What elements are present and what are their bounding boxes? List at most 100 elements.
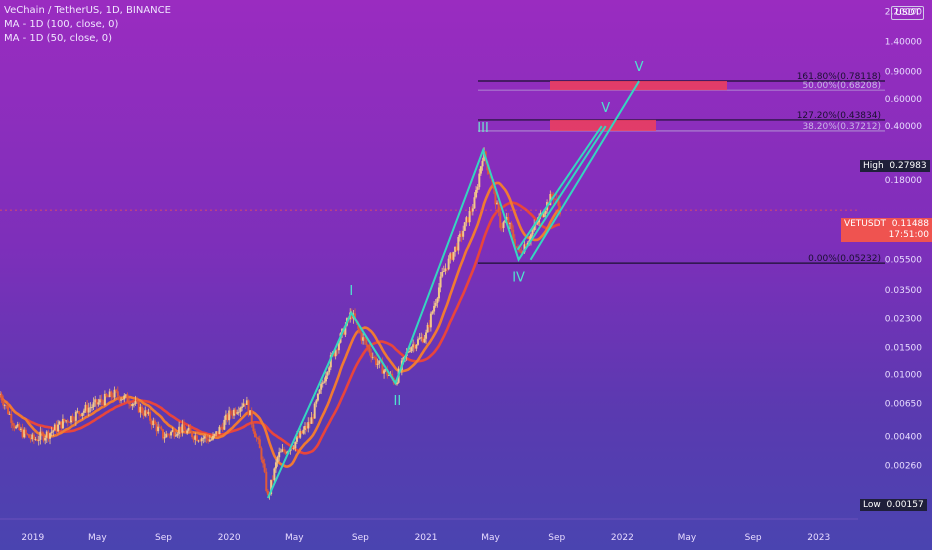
candle-body xyxy=(283,449,286,452)
candle-body xyxy=(473,197,476,209)
candle-body xyxy=(126,394,129,403)
candle-body xyxy=(147,411,150,414)
candle-body xyxy=(368,347,371,353)
x-tick-label: 2021 xyxy=(415,533,438,543)
candle-body xyxy=(124,394,127,396)
y-tick-label: 0.40000 xyxy=(885,122,922,132)
candle-body xyxy=(274,462,277,469)
ma50-line xyxy=(0,181,561,468)
candle-body xyxy=(150,420,153,426)
fib-levels: 161.80%(0.78118)50.00%(0.68208) 127.20%(0… xyxy=(0,72,885,264)
candle-body xyxy=(171,430,174,432)
candle-body xyxy=(103,393,106,405)
candle-body xyxy=(16,424,19,427)
candle-body xyxy=(365,340,368,345)
candle-body xyxy=(366,344,369,348)
candle-body xyxy=(73,420,76,422)
x-tick-label: Sep xyxy=(548,533,565,543)
candle-body xyxy=(168,434,171,436)
candle-body xyxy=(107,396,110,398)
candle-body xyxy=(292,448,295,449)
candle-body xyxy=(496,202,499,205)
x-tick-label: May xyxy=(481,533,500,543)
candle-body xyxy=(105,393,108,397)
candle-body xyxy=(174,435,177,437)
candle-body xyxy=(19,428,22,431)
candle-body xyxy=(61,418,64,429)
candle-body xyxy=(387,375,390,376)
wave-channel-line xyxy=(529,80,640,261)
candle-body xyxy=(15,426,18,429)
candle-body xyxy=(226,414,229,421)
candle-body xyxy=(94,399,97,403)
candle-body xyxy=(513,238,516,247)
fib-label: 38.20%(0.37212) xyxy=(802,122,881,132)
candle-body xyxy=(510,223,513,230)
candle-body xyxy=(262,459,265,464)
candle-body xyxy=(50,431,53,434)
chart-legend: VeChain / TetherUS, 1D, BINANCE MA - 1D … xyxy=(4,4,171,46)
candle-body xyxy=(426,324,429,333)
candle-body xyxy=(360,332,363,341)
candle-body xyxy=(210,439,213,441)
candle-body xyxy=(481,160,484,167)
candle-body xyxy=(258,439,261,449)
candle-body xyxy=(542,214,545,218)
candle-body xyxy=(412,344,415,348)
candle-body xyxy=(212,435,215,440)
candle-body xyxy=(63,418,66,422)
candle-body xyxy=(247,400,250,416)
candle-body xyxy=(52,430,55,432)
candle-body xyxy=(26,433,29,435)
candle-body xyxy=(518,248,521,252)
candle-body xyxy=(200,438,203,442)
candle-body xyxy=(208,439,211,442)
candle-body xyxy=(131,404,134,407)
candle-body xyxy=(523,244,526,253)
candle-body xyxy=(410,347,413,352)
candle-body xyxy=(358,328,361,333)
candle-body xyxy=(170,431,173,436)
candle-body xyxy=(324,375,327,382)
candle-body xyxy=(304,426,307,430)
candle-body xyxy=(244,403,247,405)
candle-body xyxy=(500,227,503,229)
candle-body xyxy=(234,409,237,414)
currency-badge[interactable]: USDT xyxy=(891,6,924,20)
candle-body xyxy=(465,217,468,223)
candle-body xyxy=(260,448,263,460)
candle-body xyxy=(271,479,274,481)
candle-body xyxy=(499,212,502,228)
candle-body xyxy=(181,424,184,433)
candle-body xyxy=(81,412,84,417)
candle-body xyxy=(123,395,126,400)
candle-body xyxy=(155,424,158,432)
candle-body xyxy=(297,436,300,438)
candle-body xyxy=(468,210,471,223)
candle-body xyxy=(421,337,424,343)
candle-body xyxy=(279,451,282,453)
candle-body xyxy=(65,420,68,422)
candle-body xyxy=(263,463,266,472)
y-tick-label: 2.20000 xyxy=(885,7,922,17)
x-tick-label: 2022 xyxy=(611,533,634,543)
candle-body xyxy=(362,337,365,341)
candle-body xyxy=(134,400,137,404)
candle-body xyxy=(544,210,547,215)
candle-body xyxy=(157,426,160,432)
x-tick-label: 2023 xyxy=(807,533,830,543)
candle-body xyxy=(192,436,195,440)
candle-body xyxy=(415,344,418,349)
candle-body xyxy=(239,407,242,412)
candle-body xyxy=(2,400,5,406)
wave-label: V xyxy=(601,101,610,116)
candle-body xyxy=(326,372,329,376)
candle-body xyxy=(8,413,11,415)
candle-body xyxy=(507,217,510,225)
candle-body xyxy=(152,420,155,426)
candle-body xyxy=(375,357,378,365)
candle-body xyxy=(189,427,192,432)
y-tick-label: 0.60000 xyxy=(885,95,922,105)
candle-body xyxy=(24,429,27,434)
